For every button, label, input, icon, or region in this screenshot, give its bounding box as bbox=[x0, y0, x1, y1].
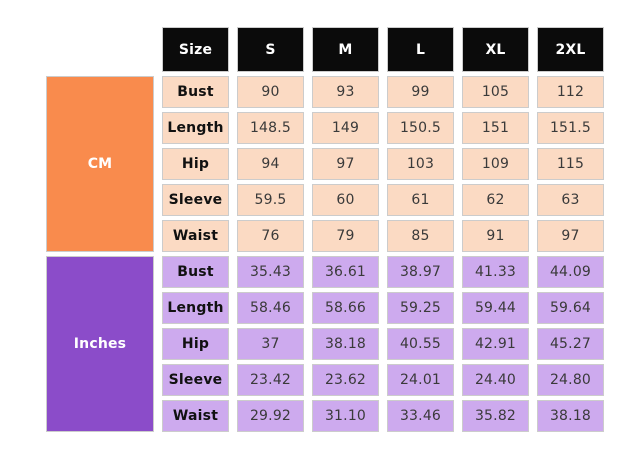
value-cell-cm-length-l: 150.5 bbox=[387, 112, 454, 144]
value-cell-inches-length-s: 58.46 bbox=[237, 292, 304, 324]
value-cell-cm-bust-2xl: 112 bbox=[537, 76, 604, 108]
value-cell-inches-bust-s: 35.43 bbox=[237, 256, 304, 288]
value-cell-inches-waist-l: 33.46 bbox=[387, 400, 454, 432]
value-cell-cm-bust-xl: 105 bbox=[462, 76, 529, 108]
header-cell-size: Size bbox=[162, 27, 229, 72]
value-cell-cm-sleeve-s: 59.5 bbox=[237, 184, 304, 216]
header-cell-s: S bbox=[237, 27, 304, 72]
value-cell-cm-sleeve-2xl: 63 bbox=[537, 184, 604, 216]
value-cell-cm-length-m: 149 bbox=[312, 112, 379, 144]
measurement-label-inches-hip: Hip bbox=[162, 328, 229, 360]
measurement-label-cm-hip: Hip bbox=[162, 148, 229, 180]
value-cell-cm-length-s: 148.5 bbox=[237, 112, 304, 144]
value-cell-inches-hip-s: 37 bbox=[237, 328, 304, 360]
value-cell-inches-waist-xl: 35.82 bbox=[462, 400, 529, 432]
measurement-label-inches-waist: Waist bbox=[162, 400, 229, 432]
value-cell-inches-hip-l: 40.55 bbox=[387, 328, 454, 360]
header-cell-m: M bbox=[312, 27, 379, 72]
value-cell-inches-bust-xl: 41.33 bbox=[462, 256, 529, 288]
value-cell-cm-hip-2xl: 115 bbox=[537, 148, 604, 180]
value-cell-inches-hip-xl: 42.91 bbox=[462, 328, 529, 360]
measurement-label-cm-length: Length bbox=[162, 112, 229, 144]
value-cell-inches-length-xl: 59.44 bbox=[462, 292, 529, 324]
header-cell-2xl: 2XL bbox=[537, 27, 604, 72]
value-cell-cm-waist-xl: 91 bbox=[462, 220, 529, 252]
header-cell-l: L bbox=[387, 27, 454, 72]
value-cell-inches-waist-m: 31.10 bbox=[312, 400, 379, 432]
value-cell-cm-sleeve-m: 60 bbox=[312, 184, 379, 216]
value-cell-cm-hip-m: 97 bbox=[312, 148, 379, 180]
value-cell-inches-length-l: 59.25 bbox=[387, 292, 454, 324]
value-cell-inches-hip-2xl: 45.27 bbox=[537, 328, 604, 360]
measurement-label-inches-length: Length bbox=[162, 292, 229, 324]
measurement-label-inches-bust: Bust bbox=[162, 256, 229, 288]
value-cell-cm-waist-2xl: 97 bbox=[537, 220, 604, 252]
value-cell-cm-sleeve-l: 61 bbox=[387, 184, 454, 216]
value-cell-inches-sleeve-s: 23.42 bbox=[237, 364, 304, 396]
value-cell-cm-waist-m: 79 bbox=[312, 220, 379, 252]
measurement-label-cm-bust: Bust bbox=[162, 76, 229, 108]
value-cell-inches-sleeve-m: 23.62 bbox=[312, 364, 379, 396]
unit-block-inches: Inches bbox=[46, 256, 154, 432]
value-cell-cm-waist-l: 85 bbox=[387, 220, 454, 252]
value-cell-inches-sleeve-xl: 24.40 bbox=[462, 364, 529, 396]
value-cell-cm-waist-s: 76 bbox=[237, 220, 304, 252]
value-cell-inches-length-2xl: 59.64 bbox=[537, 292, 604, 324]
value-cell-inches-sleeve-l: 24.01 bbox=[387, 364, 454, 396]
value-cell-inches-bust-l: 38.97 bbox=[387, 256, 454, 288]
value-cell-cm-length-2xl: 151.5 bbox=[537, 112, 604, 144]
value-cell-inches-sleeve-2xl: 24.80 bbox=[537, 364, 604, 396]
value-cell-cm-sleeve-xl: 62 bbox=[462, 184, 529, 216]
value-cell-inches-waist-2xl: 38.18 bbox=[537, 400, 604, 432]
value-cell-inches-waist-s: 29.92 bbox=[237, 400, 304, 432]
value-cell-cm-hip-l: 103 bbox=[387, 148, 454, 180]
value-cell-cm-hip-s: 94 bbox=[237, 148, 304, 180]
value-cell-cm-length-xl: 151 bbox=[462, 112, 529, 144]
value-cell-cm-bust-s: 90 bbox=[237, 76, 304, 108]
value-cell-cm-hip-xl: 109 bbox=[462, 148, 529, 180]
value-cell-inches-bust-2xl: 44.09 bbox=[537, 256, 604, 288]
value-cell-inches-bust-m: 36.61 bbox=[312, 256, 379, 288]
measurement-label-inches-sleeve: Sleeve bbox=[162, 364, 229, 396]
value-cell-cm-bust-l: 99 bbox=[387, 76, 454, 108]
value-cell-cm-bust-m: 93 bbox=[312, 76, 379, 108]
value-cell-inches-hip-m: 38.18 bbox=[312, 328, 379, 360]
value-cell-inches-length-m: 58.66 bbox=[312, 292, 379, 324]
unit-block-cm: CM bbox=[46, 76, 154, 252]
measurement-label-cm-sleeve: Sleeve bbox=[162, 184, 229, 216]
measurement-label-cm-waist: Waist bbox=[162, 220, 229, 252]
size-chart-table: Size S M L XL 2XL CM Inches Bust 90 93 99 10… bbox=[46, 27, 604, 432]
header-cell-xl: XL bbox=[462, 27, 529, 72]
